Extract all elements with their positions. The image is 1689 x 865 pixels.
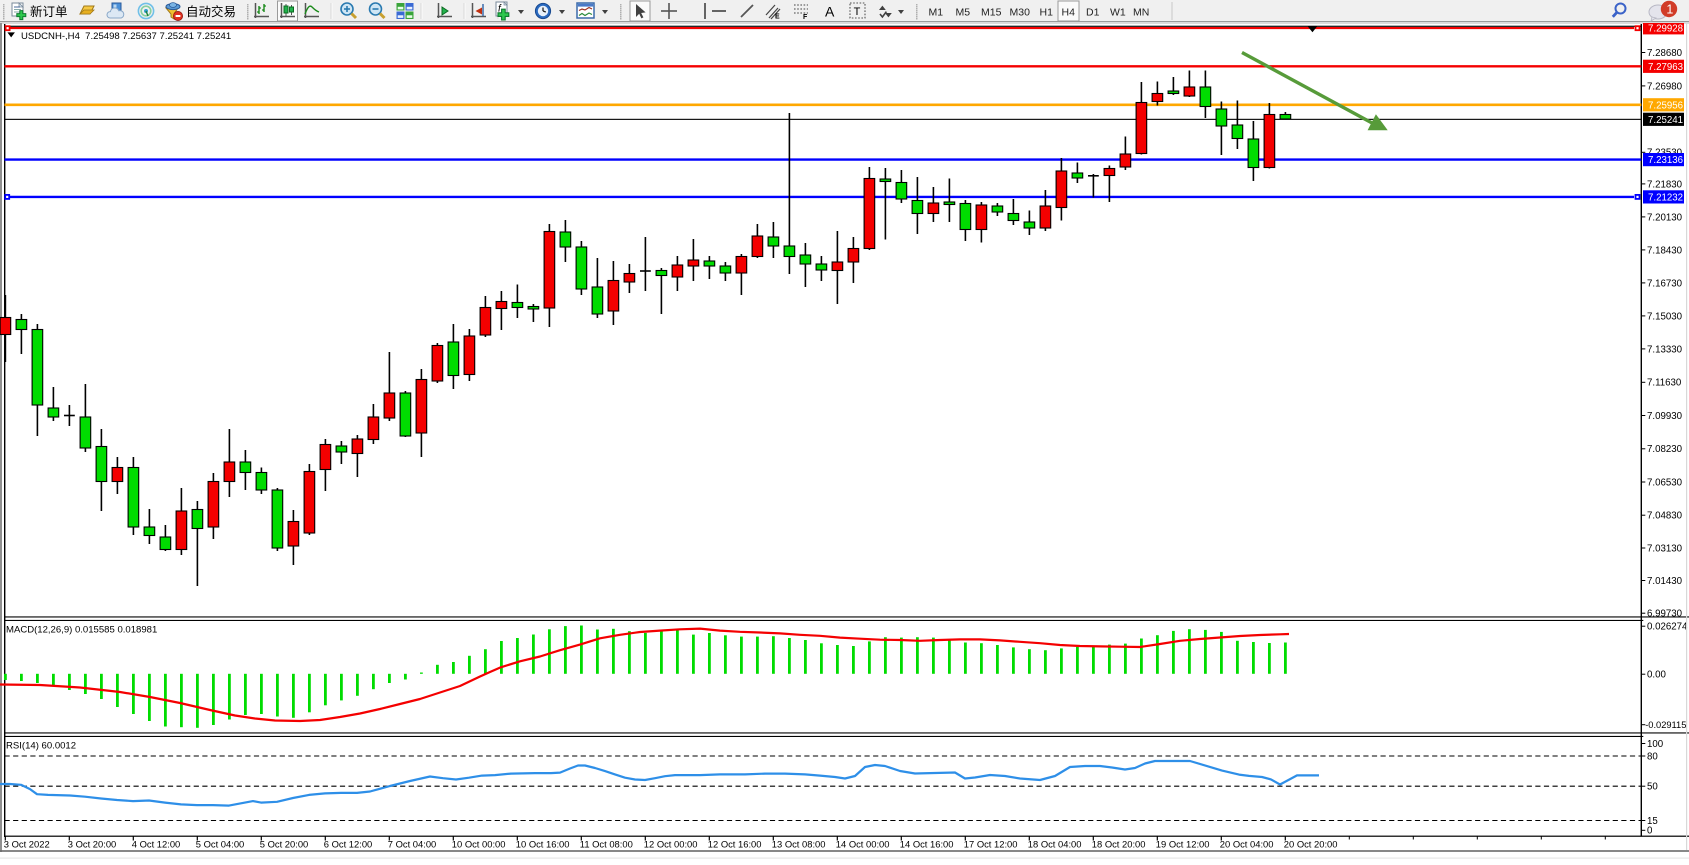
svg-text:6 Oct 12:00: 6 Oct 12:00 [324,839,372,850]
svg-text:D1: D1 [1086,7,1100,19]
svg-text:7.29928: 7.29928 [1648,23,1683,34]
svg-text:50: 50 [1647,782,1658,793]
svg-text:7.16730: 7.16730 [1647,278,1683,289]
svg-text:100: 100 [1647,739,1664,750]
svg-text:1: 1 [1666,3,1673,17]
svg-text:7.18430: 7.18430 [1647,245,1683,256]
svg-text:-0.029115: -0.029115 [1645,720,1686,730]
svg-text:MACD(12,26,9) 0.015585 0.01898: MACD(12,26,9) 0.015585 0.018981 [6,625,157,636]
svg-text:f: f [498,4,502,15]
svg-text:10 Oct 00:00: 10 Oct 00:00 [452,839,506,850]
svg-text:M15: M15 [981,7,1002,19]
svg-text:7.04830: 7.04830 [1647,511,1683,522]
svg-text:USDCNH-,H4 7.25498 7.25637 7.: USDCNH-,H4 7.25498 7.25637 7.25241 7.252… [21,31,231,42]
svg-text:6.99730: 6.99730 [1647,609,1683,620]
svg-text:自动交易: 自动交易 [186,4,236,19]
svg-text:18 Oct 04:00: 18 Oct 04:00 [1028,839,1082,850]
svg-text:H4: H4 [1062,7,1076,19]
svg-text:7.13330: 7.13330 [1647,344,1683,355]
svg-text:A: A [825,4,835,20]
svg-text:12 Oct 16:00: 12 Oct 16:00 [708,839,762,850]
svg-text:E: E [775,14,780,21]
svg-text:7.23136: 7.23136 [1648,155,1683,166]
svg-text:4 Oct 12:00: 4 Oct 12:00 [132,839,180,850]
svg-text:7.01430: 7.01430 [1647,576,1683,587]
svg-text:14 Oct 00:00: 14 Oct 00:00 [836,839,890,850]
svg-text:H1: H1 [1040,7,1054,19]
svg-text:7.11630: 7.11630 [1647,378,1682,389]
svg-text:7.21232: 7.21232 [1648,193,1683,204]
svg-text:5 Oct 20:00: 5 Oct 20:00 [260,839,308,850]
svg-text:7.20130: 7.20130 [1647,212,1683,223]
svg-text:0.00: 0.00 [1647,670,1666,681]
svg-text:17 Oct 12:00: 17 Oct 12:00 [964,839,1018,850]
svg-text:14 Oct 16:00: 14 Oct 16:00 [900,839,954,850]
svg-text:10 Oct 16:00: 10 Oct 16:00 [516,839,570,850]
svg-text:RSI(14) 60.0012: RSI(14) 60.0012 [6,741,76,752]
svg-text:T: T [854,6,861,18]
svg-text:7.25956: 7.25956 [1648,100,1683,111]
svg-text:7.09930: 7.09930 [1647,411,1683,422]
svg-text:7.03130: 7.03130 [1647,543,1683,554]
svg-text:15: 15 [1647,816,1658,827]
svg-text:0.026274: 0.026274 [1647,622,1688,633]
svg-text:新订单: 新订单 [30,4,68,19]
svg-text:20 Oct 04:00: 20 Oct 04:00 [1220,839,1274,850]
svg-text:7.06530: 7.06530 [1647,477,1683,488]
svg-text:5 Oct 04:00: 5 Oct 04:00 [196,839,244,850]
svg-text:0: 0 [1647,826,1653,837]
svg-text:3 Oct 2022: 3 Oct 2022 [4,839,50,850]
svg-text:7.27963: 7.27963 [1648,62,1683,73]
svg-text:W1: W1 [1110,7,1126,19]
svg-text:M30: M30 [1010,7,1031,19]
svg-text:MN: MN [1133,7,1149,19]
svg-text:3 Oct 20:00: 3 Oct 20:00 [68,839,116,850]
svg-text:12 Oct 00:00: 12 Oct 00:00 [644,839,698,850]
svg-text:7.26980: 7.26980 [1647,81,1683,92]
svg-text:M1: M1 [929,7,944,19]
svg-text:7 Oct 04:00: 7 Oct 04:00 [388,839,436,850]
svg-text:80: 80 [1647,751,1658,762]
svg-text:7.21830: 7.21830 [1647,179,1683,190]
svg-text:7.28680: 7.28680 [1647,48,1683,59]
svg-text:7.25241: 7.25241 [1648,115,1683,126]
svg-text:7.15030: 7.15030 [1647,311,1683,322]
svg-text:19 Oct 12:00: 19 Oct 12:00 [1156,839,1210,850]
svg-text:F: F [803,14,808,21]
svg-text:11 Oct 08:00: 11 Oct 08:00 [580,839,633,850]
svg-text:13 Oct 08:00: 13 Oct 08:00 [772,839,826,850]
svg-text:M5: M5 [956,7,971,19]
svg-text:18 Oct 20:00: 18 Oct 20:00 [1092,839,1146,850]
svg-text:20 Oct 20:00: 20 Oct 20:00 [1284,839,1338,850]
svg-text:7.08230: 7.08230 [1647,444,1683,455]
